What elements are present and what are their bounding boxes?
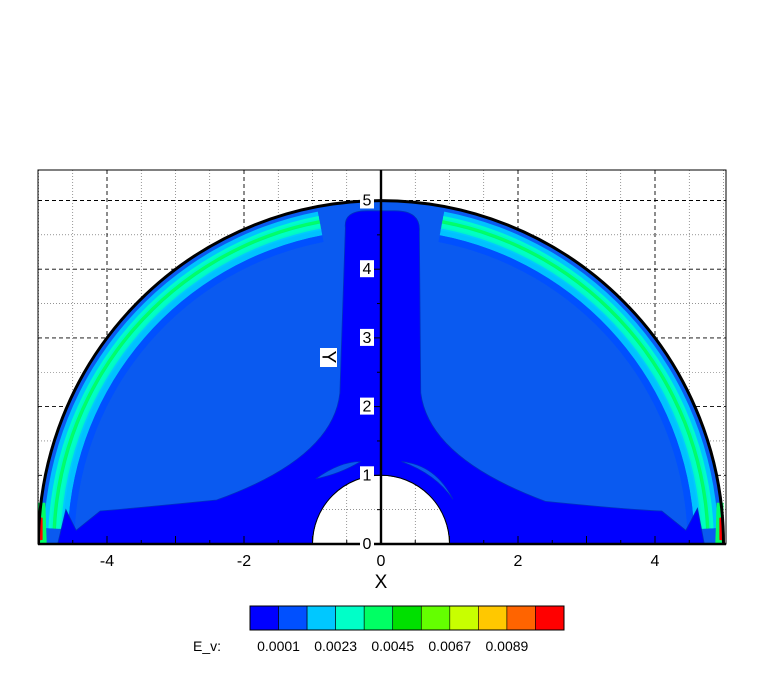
y-tick-label: 3: [363, 330, 372, 347]
y-axis-label: Y: [318, 351, 339, 364]
contour-band: [61, 228, 323, 530]
y-tick-label-bg: [360, 191, 374, 209]
colorbar-tick-label: 0.0001: [257, 638, 300, 654]
lens-left: [315, 461, 362, 480]
y-tick-label: 0: [363, 536, 372, 553]
y-tick-label: 4: [363, 261, 372, 278]
y-tick-label-bg: [360, 328, 374, 346]
y-tick-label-bg: [360, 535, 374, 552]
colorbar-swatch: [535, 605, 565, 631]
y-axis-label-bg: [320, 348, 337, 367]
lens-right: [401, 461, 454, 500]
contour-band: [438, 235, 695, 530]
x-tick-label: -4: [100, 553, 114, 570]
colorbar-swatch: [420, 605, 451, 631]
colorbar-swatch: [363, 605, 394, 631]
colorbar-variable-label: E_v:: [193, 638, 221, 654]
colorbar-swatch: [335, 605, 365, 631]
x-axis-label: X: [375, 572, 388, 593]
colorbar-swatch: [392, 605, 422, 631]
y-tick-label-bg: [360, 397, 374, 415]
contour-band: [67, 235, 324, 530]
x-tick-label: 4: [651, 553, 660, 570]
y-tick-label-bg: [360, 260, 374, 278]
x-tick-labels: -4 -2 0 2 4: [100, 553, 660, 570]
colorbar-tick-label: 0.0045: [371, 638, 414, 654]
x-tick-label: 2: [514, 553, 523, 570]
x-tick-label: 0: [377, 553, 386, 570]
colorbar-tick-label: 0.0089: [485, 638, 528, 654]
y-tick-label: 5: [363, 193, 372, 210]
colorbar-tick-label: 0.0023: [314, 638, 357, 654]
colorbar-swatch: [506, 605, 536, 631]
x-tick-label: -2: [237, 553, 251, 570]
y-tick-label-bg: [360, 466, 374, 484]
colorbar-swatch: [306, 605, 336, 631]
y-tick-label: 1: [363, 467, 372, 484]
colorbar-tick-label: 0.0067: [428, 638, 471, 654]
colorbar-swatch: [449, 605, 479, 631]
contour-band: [439, 228, 701, 530]
y-tick-label: 2: [363, 399, 372, 416]
axes: [37, 169, 727, 546]
colorbar-frame: [249, 605, 565, 631]
colorbar-swatch: [249, 605, 279, 631]
colorbar-tick-labels: 0.0001 0.0023 0.0045 0.0067 0.0089: [257, 638, 528, 654]
y-tick-labels: 0 1 2 3 4 5: [360, 191, 374, 553]
colorbar-swatch: [478, 605, 508, 631]
colorbar-swatch: [278, 605, 308, 631]
colorbar: [249, 605, 565, 631]
